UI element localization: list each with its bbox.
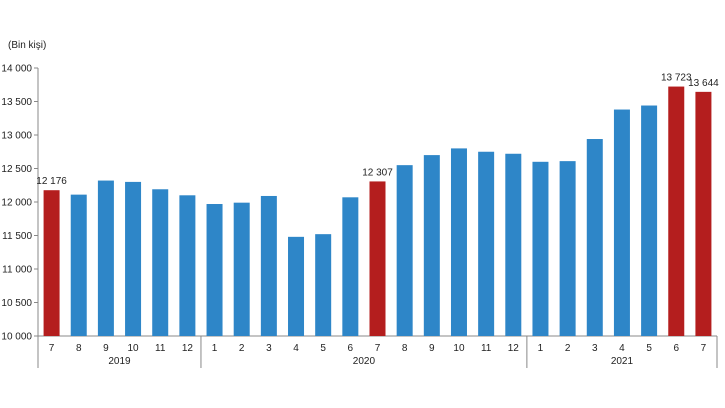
x-tick-label: 12	[182, 343, 194, 354]
bar	[233, 202, 250, 336]
year-label: 2021	[611, 356, 634, 367]
bar	[260, 195, 277, 336]
x-tick-label: 9	[103, 343, 109, 354]
x-tick-label: 3	[592, 343, 598, 354]
bar	[288, 236, 305, 336]
x-tick-label: 7	[375, 343, 381, 354]
x-tick-label: 8	[76, 343, 82, 354]
bar	[423, 155, 440, 336]
bar	[70, 194, 87, 336]
y-tick-label: 12 500	[1, 164, 32, 175]
unit-label: (Bin kişi)	[8, 40, 47, 51]
x-tick-label: 6	[348, 343, 354, 354]
y-tick-label: 13 000	[1, 131, 32, 142]
data-label: 12 307	[362, 167, 393, 178]
x-tick-label: 1	[538, 343, 544, 354]
bar	[532, 161, 549, 336]
y-tick-label: 11 000	[2, 265, 32, 276]
y-tick-label: 14 000	[1, 64, 32, 75]
bar	[396, 165, 413, 336]
bar	[505, 153, 522, 336]
x-tick-label: 2	[239, 343, 245, 354]
bar	[97, 180, 114, 336]
x-tick-label: 7	[701, 343, 707, 354]
bar	[43, 190, 60, 336]
y-tick-label: 10 500	[1, 298, 32, 309]
bar	[559, 161, 576, 336]
x-tick-label: 3	[266, 343, 272, 354]
bar	[668, 86, 685, 337]
bar	[206, 204, 223, 336]
x-tick-label: 11	[481, 343, 492, 354]
bar	[369, 181, 386, 336]
x-tick-label: 8	[402, 343, 408, 354]
bar	[641, 105, 658, 337]
data-label: 13 723	[661, 73, 692, 84]
bar	[179, 195, 196, 336]
bar	[450, 148, 467, 336]
bar	[586, 139, 603, 336]
x-tick-label: 4	[619, 343, 625, 354]
y-tick-label: 12 000	[1, 198, 32, 209]
bar	[342, 197, 359, 336]
bar	[152, 189, 169, 336]
bar	[695, 91, 712, 337]
year-label: 2019	[108, 356, 131, 367]
bar	[315, 234, 332, 336]
x-tick-label: 5	[646, 343, 652, 354]
x-tick-label: 7	[49, 343, 55, 354]
data-label: 13 644	[688, 78, 719, 89]
bar	[613, 109, 630, 336]
x-tick-label: 1	[212, 343, 218, 354]
x-tick-label: 10	[127, 343, 139, 354]
y-tick-label: 10 000	[1, 332, 32, 343]
y-tick-label: 13 500	[1, 97, 32, 108]
data-label: 12 176	[36, 176, 67, 187]
x-tick-label: 6	[673, 343, 679, 354]
x-tick-label: 4	[293, 343, 299, 354]
x-tick-label: 9	[429, 343, 435, 354]
bar	[478, 151, 495, 336]
x-tick-label: 12	[508, 343, 520, 354]
bar	[125, 181, 142, 336]
x-tick-label: 2	[565, 343, 571, 354]
year-label: 2020	[353, 356, 376, 367]
x-tick-label: 11	[155, 343, 166, 354]
x-tick-label: 10	[453, 343, 465, 354]
y-tick-label: 11 500	[2, 231, 32, 242]
x-tick-label: 5	[320, 343, 326, 354]
